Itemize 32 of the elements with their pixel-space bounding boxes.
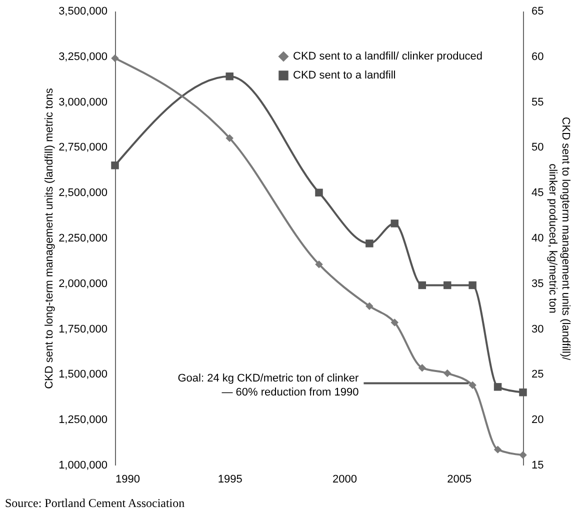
legend-label: CKD sent to a landfill/ clinker produced [293, 50, 483, 62]
y-tick-label: 2,500,000 [58, 187, 108, 200]
y-tick-label: 3,000,000 [58, 96, 108, 108]
legend-label: CKD sent to a landfill [293, 70, 396, 82]
y-tick-label: 3,500,000 [58, 6, 108, 18]
y2-tick-label: 55 [532, 96, 544, 108]
y2-tick-label: 60 [532, 50, 544, 63]
ref-line-label: Goal: 24 kg CKD/metric ton of clinker — 60% reduction from 1990 [178, 372, 360, 398]
y-tick-label: 2,750,000 [58, 142, 108, 154]
y2-axis-title: CKD sent to longterm management units (landfill)/ clinker produced, kg/metric ton [546, 116, 572, 362]
y2-tick-label: 45 [532, 187, 544, 200]
y2-tick-label: 65 [532, 6, 544, 18]
y2-tick-label: 35 [532, 278, 544, 290]
y-tick-label: 1,000,000 [58, 460, 108, 472]
y-tick-label: 2,250,000 [58, 232, 108, 244]
y2-tick-label: 20 [532, 414, 544, 426]
y2-tick-label: 30 [532, 323, 544, 336]
y2-tick-label: 15 [532, 460, 544, 472]
y-tick-label: 1,250,000 [58, 414, 108, 426]
y-tick-label: 1,500,000 [58, 368, 108, 381]
x-tick-label: 2005 [447, 474, 472, 486]
y2-tick-label: 40 [532, 232, 544, 244]
x-tick-label: 1995 [218, 474, 242, 486]
x-tick-label: 2000 [332, 474, 357, 486]
y2-tick-label: 50 [532, 142, 544, 154]
y-tick-label: 1,750,000 [58, 323, 108, 336]
source-note: Source: Portland Cement Association [5, 496, 185, 510]
x-tick-label: 1990 [116, 474, 140, 486]
y-tick-label: 2,000,000 [58, 278, 108, 290]
y-axis-title: CKD sent to long-term management units (landfill) metric tons [44, 88, 56, 389]
y-tick-label: 3,250,000 [58, 50, 108, 63]
y2-tick-label: 25 [532, 368, 544, 381]
